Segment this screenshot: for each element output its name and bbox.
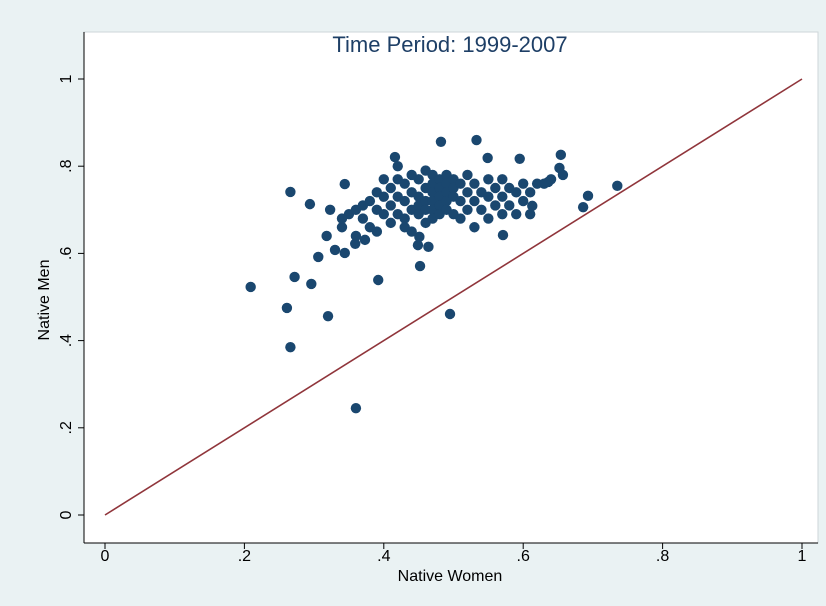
scatter-point <box>514 153 525 164</box>
scatter-point <box>455 213 466 224</box>
scatter-point <box>412 239 424 251</box>
y-tick-label: 1 <box>58 74 75 83</box>
scatter-point <box>462 169 473 181</box>
scatter-point <box>324 204 336 215</box>
scatter-point <box>414 231 425 243</box>
scatter-point <box>378 208 389 220</box>
scatter-point <box>245 281 256 293</box>
reference-line <box>104 78 803 516</box>
scatter-point <box>469 195 480 207</box>
scatter-point <box>339 178 350 190</box>
x-tick-label: 0 <box>101 548 110 565</box>
x-tick-label: .2 <box>238 548 251 565</box>
scatter-point <box>497 174 508 185</box>
scatter-point <box>462 187 473 198</box>
scatter-point <box>336 213 348 224</box>
scatter-point <box>483 174 494 185</box>
scatter-point <box>399 178 410 189</box>
plot-region <box>83 31 819 544</box>
scatter-point <box>555 149 567 161</box>
scatter-point <box>482 152 493 164</box>
scatter-point <box>557 169 569 181</box>
scatter-point <box>378 174 389 185</box>
scatter-point <box>497 229 509 241</box>
scatter-point <box>577 201 589 213</box>
scatter-point <box>471 134 482 146</box>
scatter-point <box>350 230 362 242</box>
scatter-point <box>336 222 348 233</box>
scatter-point <box>321 230 332 242</box>
scatter-point <box>476 204 487 215</box>
scatter-point <box>462 204 473 215</box>
x-tick-label: .8 <box>656 548 669 565</box>
scatter-point <box>339 247 350 259</box>
x-tick-label: 1 <box>798 548 807 565</box>
scatter-point <box>469 178 480 189</box>
scatter-point <box>545 174 557 185</box>
scatter-point <box>373 274 384 286</box>
scatter-point <box>490 200 501 211</box>
scatter-point <box>389 151 401 163</box>
scatter-point <box>406 169 417 181</box>
scatter-point <box>497 191 508 202</box>
scatter-point <box>483 213 494 224</box>
y-tick-label: 0 <box>58 510 75 519</box>
x-tick-label: .6 <box>517 548 530 565</box>
scatter-point <box>350 238 361 250</box>
scatter-point <box>582 190 594 202</box>
scatter-point <box>357 213 369 224</box>
chart-title: Time Period: 1999-2007 <box>332 32 567 57</box>
scatter-point <box>359 234 371 246</box>
y-tick-label: .2 <box>58 421 75 434</box>
scatter-point <box>469 222 480 233</box>
scatter-point <box>423 241 434 253</box>
scatter-point <box>322 310 334 322</box>
scatter-point <box>364 195 376 207</box>
scatter-point <box>455 195 466 207</box>
scatter-point <box>399 195 410 207</box>
scatter-point <box>527 200 538 212</box>
scatter-point <box>385 182 396 194</box>
scatter-point <box>281 302 293 314</box>
scatter-point <box>497 208 508 220</box>
scatter-point <box>371 226 383 237</box>
y-axis-label: Native Men <box>36 260 53 341</box>
scatter-point <box>285 341 296 353</box>
scatter-point <box>435 136 447 147</box>
scatter-point <box>524 208 536 220</box>
scatter-point <box>392 161 403 172</box>
scatter-point <box>350 402 362 414</box>
y-tick-label: .6 <box>58 247 75 260</box>
scatter-point <box>406 226 417 237</box>
scatter-point <box>504 200 515 211</box>
scatter-point <box>444 308 456 320</box>
scatter-point <box>285 186 296 198</box>
x-tick-label: .4 <box>377 548 390 565</box>
scatter-point <box>518 195 529 207</box>
scatter-point <box>524 187 536 198</box>
scatter-point <box>518 178 529 189</box>
scatter-point <box>399 213 410 224</box>
scatter-point <box>306 278 317 290</box>
y-tick-label: .4 <box>58 334 75 347</box>
scatter-point <box>378 191 389 202</box>
scatter-point <box>385 200 396 211</box>
scatter-point <box>329 244 341 256</box>
scatter-point <box>455 178 466 189</box>
scatter-point <box>511 187 522 198</box>
y-tick-label: .8 <box>58 159 75 172</box>
scatter-point <box>313 251 324 263</box>
scatter-point <box>612 180 623 192</box>
scatter-point <box>414 260 426 272</box>
scatter-point <box>289 271 300 283</box>
scatter-point <box>304 198 316 210</box>
x-axis-label: Native Women <box>398 568 503 585</box>
scatter-point <box>490 182 501 194</box>
scatter-point <box>483 191 494 202</box>
scatter-point <box>385 217 396 229</box>
scatter-point <box>511 208 522 220</box>
